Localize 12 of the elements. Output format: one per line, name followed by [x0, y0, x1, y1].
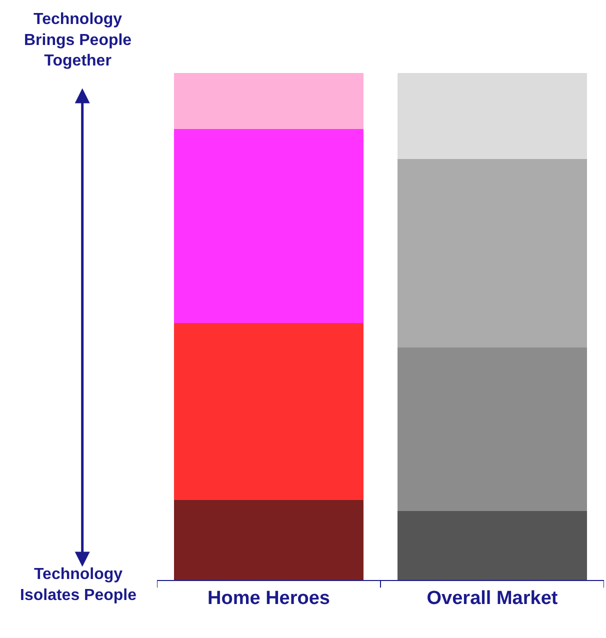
bar	[174, 322, 364, 500]
text: Technology Isolates People	[20, 566, 137, 604]
bar	[174, 500, 364, 580]
x-tick-label: Home Heroes	[208, 588, 330, 609]
x-tick-label: Overall Market	[426, 588, 558, 609]
bar	[397, 511, 588, 580]
bar	[174, 73, 364, 129]
bar	[397, 347, 588, 512]
bar	[397, 159, 588, 348]
text: Technology Brings People Together	[24, 11, 132, 70]
bar	[397, 73, 588, 160]
bar	[174, 128, 364, 323]
